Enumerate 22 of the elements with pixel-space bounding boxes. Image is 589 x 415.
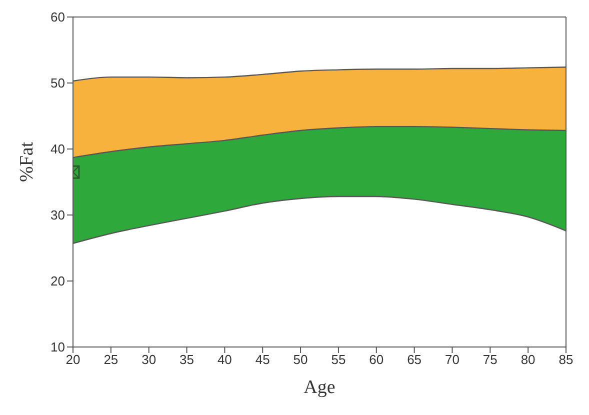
x-tick-label: 30: [142, 352, 156, 368]
x-tick-label: 60: [369, 352, 384, 368]
y-axis-title: %Fat: [16, 141, 38, 182]
x-tick-label: 75: [482, 352, 498, 368]
y-tick-label: 30: [50, 208, 65, 223]
x-tick-label: 45: [255, 352, 270, 368]
x-axis-title: Age: [304, 377, 336, 398]
x-tick-label: 20: [66, 352, 80, 368]
x-tick-label: 50: [293, 352, 308, 368]
y-tick-label: 50: [50, 76, 65, 91]
y-tick-label: 60: [50, 10, 65, 25]
x-tick-label: 25: [104, 352, 118, 368]
x-tick-label: 35: [180, 352, 194, 368]
y-tick-label: 20: [50, 274, 65, 289]
x-tick-label: 80: [520, 352, 536, 368]
y-tick-label: 10: [50, 340, 65, 355]
x-tick-label: 40: [217, 352, 232, 368]
x-tick-label: 65: [407, 352, 422, 368]
x-tick-label: 85: [558, 352, 574, 368]
y-tick-label: 40: [50, 142, 65, 157]
x-tick-label: 55: [331, 352, 346, 368]
x-tick-label: 70: [444, 352, 460, 368]
